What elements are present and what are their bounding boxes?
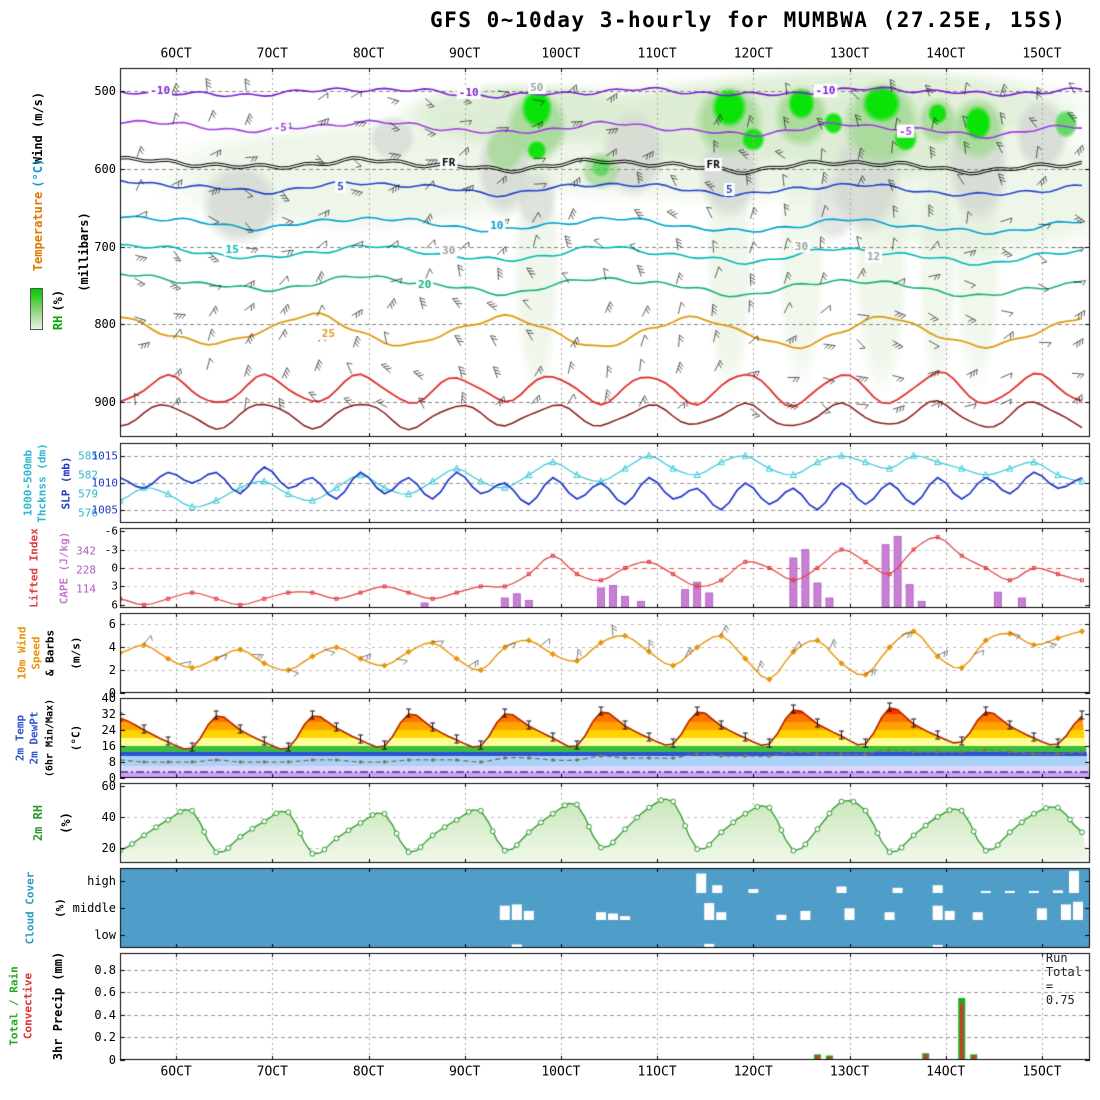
precip-convective-axis-label: Convective	[21, 972, 35, 1040]
upper-millibars-axis-label: (millibars)	[77, 212, 91, 292]
precip-total-axis-label: Total / Rain	[7, 966, 21, 1046]
thickness-axis-label-1: 1000-500mb	[21, 449, 35, 517]
rh-colorbar	[30, 288, 43, 330]
x-axis-label-bottom: 15OCT	[1022, 1064, 1062, 1080]
cape-tick-label: 114	[76, 582, 96, 596]
thickness-tick-label: 579	[78, 487, 98, 501]
x-axis-label-top: 12OCT	[733, 46, 773, 62]
lifted-index-tick-label: -6	[104, 524, 118, 538]
thickness-axis-label-2: Thcknss (dm)	[35, 443, 49, 523]
cape-tick-label: 342	[76, 544, 96, 558]
x-axis-label-top: 10OCT	[541, 46, 581, 62]
x-axis-label-bottom: 14OCT	[926, 1064, 966, 1080]
x-axis-label-top: 15OCT	[1022, 46, 1062, 62]
pressure-tick-label: 600	[94, 161, 116, 176]
wind10m-axis-label-4: (m/s)	[69, 636, 83, 670]
rh2m-tick-label: 20	[101, 840, 116, 855]
thickness-tick-label: 585	[78, 449, 98, 463]
thickness-tick-label: 582	[78, 468, 98, 482]
cape-axis-label: CAPE (J/kg)	[57, 531, 71, 605]
x-axis-label-bottom: 13OCT	[829, 1064, 870, 1080]
t2m-tick-label: 40	[101, 691, 116, 705]
slp-tick-label: 1005	[91, 503, 119, 517]
wind10m-tick-label: 0	[108, 686, 116, 700]
t2m-axis-label-1: 2m Temp	[13, 714, 27, 762]
x-axis-label-bottom: 6OCT	[160, 1064, 192, 1080]
precip-axis-label: 3hr Precip (mm)	[51, 951, 65, 1061]
lifted-index-tick-label: 6	[111, 598, 118, 612]
lifted-index-tick-label: 3	[111, 579, 118, 593]
wind10m-tick-label: 6	[108, 617, 116, 632]
upper-temperature-axis-label: Temperature(°C)	[31, 158, 45, 272]
chart-title: GFS 0~10day 3-hourly for MUMBWA (27.25E,…	[430, 8, 1067, 32]
rh2m-tick-label: 40	[101, 809, 116, 824]
pressure-tick-label: 700	[94, 239, 116, 254]
wind10m-axis-label-2: Speed	[29, 636, 43, 670]
precip-tick-label: 0.8	[94, 962, 116, 977]
precip-tick-label: 0.2	[94, 1030, 116, 1045]
precip-tick-label: 0	[108, 1053, 116, 1067]
x-axis-label-top: 14OCT	[926, 46, 966, 62]
cloud-row-label: low	[94, 928, 116, 942]
x-axis-label-top: 8OCT	[352, 46, 385, 62]
t2m-axis-label-3: (6hr Min/Max)	[44, 698, 56, 778]
pressure-tick-label: 800	[94, 317, 116, 332]
cape-tick-label: 228	[76, 563, 96, 577]
cloud-cover-axis-unit-label: (%)	[53, 898, 67, 918]
slp-axis-label: SLP (mb)	[59, 456, 73, 510]
slp-tick-label: 1010	[91, 476, 119, 490]
lifted-index-tick-label: 0	[111, 561, 118, 575]
precip-tick-label: 0.6	[94, 985, 116, 1000]
x-axis-label-top: 11OCT	[637, 46, 677, 62]
t2m-tick-label: 8	[108, 755, 116, 769]
cloud-cover-axis-label: Cloud Cover	[23, 871, 37, 945]
t2m-tick-label: 24	[101, 723, 116, 737]
x-axis-label-bottom: 8OCT	[352, 1064, 385, 1080]
wind10m-tick-label: 2	[108, 663, 116, 678]
lifted-index-axis-label: Lifted Index	[27, 528, 41, 608]
run-total-label: Run Total = 0.75	[1045, 951, 1082, 1007]
t2m-tick-label: 16	[101, 739, 116, 753]
x-axis-label-bottom: 12OCT	[733, 1064, 773, 1080]
wind10m-tick-label: 4	[108, 640, 116, 655]
t2m-tick-label: 0	[108, 771, 116, 785]
x-axis-label-top: 7OCT	[256, 46, 288, 62]
t2m-axis-label-2: 2m DewPt	[27, 711, 41, 765]
x-axis-label-bottom: 11OCT	[637, 1064, 677, 1080]
cloud-row-label: high	[87, 874, 116, 888]
pressure-tick-label: 500	[94, 84, 116, 99]
rh2m-tick-label: 60	[101, 779, 116, 794]
x-axis-label-bottom: 9OCT	[449, 1064, 481, 1080]
t2m-axis-label-4: (°C)	[69, 724, 83, 752]
wind10m-axis-label-1: 10m Wind	[15, 626, 29, 680]
upper-rh-axis-label: RH(%)	[51, 289, 65, 331]
wind10m-axis-label-3: & Barbs	[43, 629, 57, 677]
x-axis-label-top: 9OCT	[449, 46, 481, 62]
cloud-row-label: middle	[72, 901, 116, 915]
x-axis-label-top: 13OCT	[829, 46, 870, 62]
x-axis-label-top: 6OCT	[160, 46, 192, 62]
x-axis-label-bottom: 7OCT	[256, 1064, 288, 1080]
precip-tick-label: 0.4	[94, 1007, 116, 1022]
pressure-tick-label: 900	[94, 395, 116, 410]
slp-tick-label: 1015	[91, 449, 119, 463]
x-axis-label-bottom: 10OCT	[541, 1064, 581, 1080]
upper-wind-axis-label: Wind (m/s)	[31, 91, 45, 165]
t2m-tick-label: 32	[101, 707, 116, 721]
thickness-tick-label: 576	[78, 506, 98, 520]
rh2m-axis-unit-label: (%)	[59, 812, 73, 834]
lifted-index-tick-label: -3	[104, 543, 118, 557]
rh2m-axis-label: 2m RH	[31, 804, 45, 842]
